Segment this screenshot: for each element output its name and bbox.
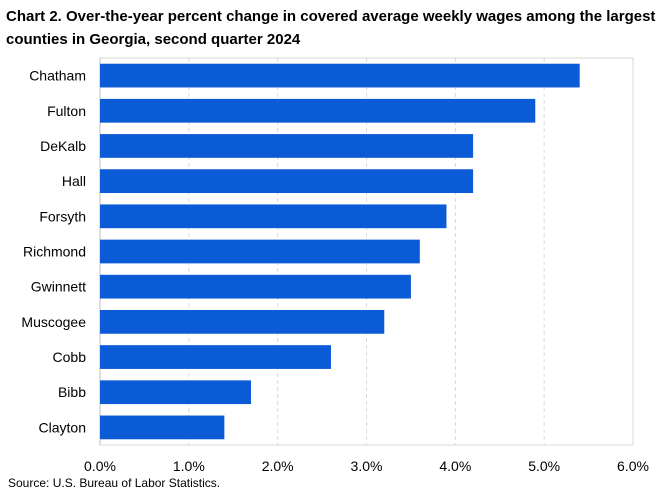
source-note: Source: U.S. Bureau of Labor Statistics. [8,476,221,490]
category-label: Bibb [58,384,86,400]
bars [100,63,580,440]
category-label: Clayton [39,419,86,435]
bar [100,169,474,194]
category-label: DeKalb [40,138,86,154]
x-tick-label: 1.0% [173,458,205,474]
category-label: Hall [62,173,86,189]
x-tick-label: 2.0% [262,458,294,474]
x-tick-label: 0.0% [84,458,116,474]
category-label: Fulton [47,103,86,119]
x-tick-label: 4.0% [439,458,471,474]
bar [100,204,447,229]
x-tick-label: 6.0% [617,458,649,474]
x-tick-label: 5.0% [528,458,560,474]
bar [100,380,252,405]
bar [100,345,331,369]
bar [100,309,385,334]
x-tick-labels: 0.0% 1.0% 2.0% 3.0% 4.0% 5.0% 6.0% [84,458,649,474]
x-tick-label: 3.0% [351,458,383,474]
category-label: Cobb [53,349,87,365]
bar [100,239,420,264]
category-label: Forsyth [39,208,86,224]
bar [100,63,580,88]
bar [100,98,536,123]
chart-title: Chart 2. Over-the-year percent change in… [6,8,656,48]
category-label: Muscogee [21,314,86,330]
bar [100,415,225,440]
category-label: Chatham [29,68,86,84]
category-labels: Chatham Fulton DeKalb Hall Forsyth Richmond Gw… [21,68,86,436]
category-label: Gwinnett [31,279,86,295]
bar [100,274,411,299]
bar [100,134,474,158]
category-label: Richmond [23,244,86,260]
